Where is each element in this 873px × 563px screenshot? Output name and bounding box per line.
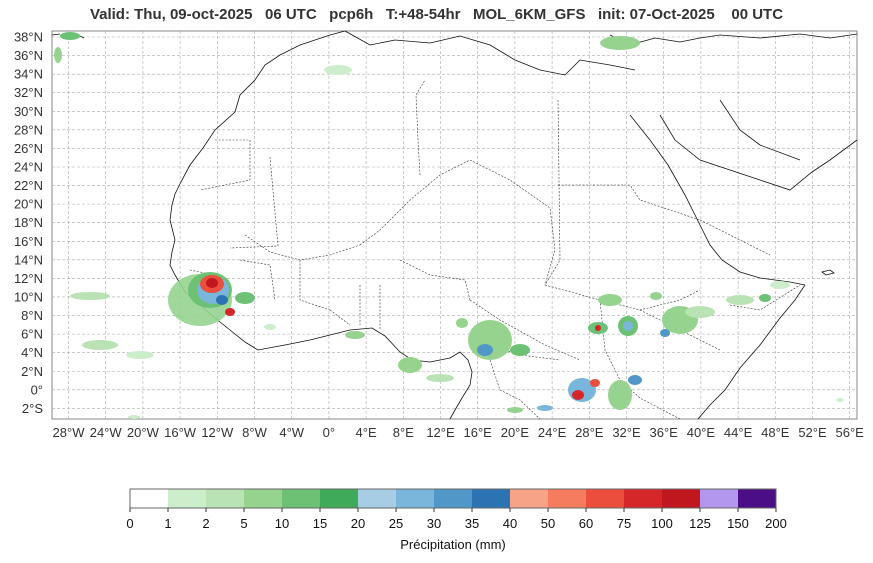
colorbar-swatch	[282, 489, 321, 508]
lon-tick-label: 4°W	[279, 425, 304, 440]
lon-tick-label: 0°	[323, 425, 335, 440]
colorbar-tick-label: 5	[240, 516, 247, 531]
colorbar-swatch	[434, 489, 473, 508]
lon-tick-label: 28°W	[53, 425, 86, 440]
colorbar-tick-label: 2	[202, 516, 209, 531]
colorbar-tick-label: 60	[579, 516, 593, 531]
lon-tick-label: 36°E	[650, 425, 679, 440]
colorbar-tick-label: 30	[427, 516, 441, 531]
lat-tick-label: 30°N	[14, 104, 43, 119]
lat-tick-label: 2°S	[22, 401, 43, 416]
lat-tick-label: 28°N	[14, 122, 43, 137]
lat-tick-label: 24°N	[14, 159, 43, 174]
colorbar-tick-label: 25	[389, 516, 403, 531]
colorbar-tick-label: 75	[617, 516, 631, 531]
lon-tick-label: 28°E	[575, 425, 604, 440]
colorbar-label: Précipitation (mm)	[400, 537, 505, 552]
colorbar-swatch	[586, 489, 625, 508]
colorbar-tick-label: 1	[164, 516, 171, 531]
colorbar-frame	[129, 488, 777, 509]
colorbar-swatch	[130, 489, 169, 508]
lat-tick-label: 38°N	[14, 30, 43, 45]
lat-tick-label: 4°N	[21, 345, 43, 360]
colorbar-swatch	[472, 489, 511, 508]
colorbar-tick-label: 15	[313, 516, 327, 531]
colorbar-tick-label: 20	[351, 516, 365, 531]
lon-tick-label: 8°E	[393, 425, 414, 440]
lat-tick-label: 18°N	[14, 215, 43, 230]
lon-tick-label: 40°E	[687, 425, 716, 440]
lat-tick-label: 14°N	[14, 252, 43, 267]
colorbar: 0 1 2 5 10 15 20 25 30 35 40 50 60 75 100 125 150 200Préc…	[126, 488, 787, 552]
lat-tick-label: 22°N	[14, 178, 43, 193]
colorbar-tick-label: 50	[541, 516, 555, 531]
colorbar-swatch	[244, 489, 283, 508]
colorbar-swatch	[510, 489, 549, 508]
lon-tick-label: 4°E	[356, 425, 377, 440]
colorbar-swatch	[206, 489, 245, 508]
colorbar-tick-label: 10	[275, 516, 289, 531]
lat-tick-label: 6°N	[21, 327, 43, 342]
lat-tick-label: 20°N	[14, 197, 43, 212]
colorbar-tick-label: 150	[727, 516, 749, 531]
colorbar-swatch	[168, 489, 207, 508]
map-panel	[51, 30, 858, 420]
lon-tick-label: 56°E	[836, 425, 865, 440]
colorbar-swatch	[624, 489, 663, 508]
lat-tick-label: 34°N	[14, 67, 43, 82]
precipitation-field	[54, 32, 844, 419]
lat-tick-label: 16°N	[14, 234, 43, 249]
lat-tick-label: 36°N	[14, 48, 43, 63]
colorbar-swatch	[396, 489, 435, 508]
colorbar-swatch	[320, 489, 359, 508]
lon-tick-label: 24°W	[90, 425, 123, 440]
lon-tick-label: 12°W	[201, 425, 234, 440]
colorbar-tick-label: 100	[651, 516, 673, 531]
lon-tick-label: 12°E	[426, 425, 455, 440]
lon-tick-label: 48°E	[761, 425, 790, 440]
lon-tick-label: 20°W	[127, 425, 160, 440]
colorbar-swatch	[548, 489, 587, 508]
lon-tick-label: 16°W	[164, 425, 197, 440]
lon-tick-label: 24°E	[538, 425, 567, 440]
lon-tick-label: 8°W	[242, 425, 267, 440]
lat-tick-label: 12°N	[14, 271, 43, 286]
colorbar-tick-label: 125	[689, 516, 711, 531]
lat-tick-label: 8°N	[21, 308, 43, 323]
colorbar-swatch	[700, 489, 739, 508]
colorbar-tick-label: 0	[126, 516, 133, 531]
coastline	[51, 30, 858, 420]
lon-tick-label: 52°E	[798, 425, 827, 440]
colorbar-tick-label: 35	[465, 516, 479, 531]
lon-tick-label: 20°E	[501, 425, 530, 440]
lon-tick-label: 16°E	[464, 425, 493, 440]
colorbar-tick-label: 200	[765, 516, 787, 531]
lat-tick-label: 2°N	[21, 364, 43, 379]
lat-tick-label: 10°N	[14, 289, 43, 304]
colorbar-swatch	[662, 489, 701, 508]
map-title: Valid: Thu, 09-oct-2025 06 UTC pcp6h T:+…	[89, 6, 784, 23]
latitude-labels: 38°N 36°N 34°N 32°N 30°N 28°N 26°N 24°N 22°N 20°N…	[14, 30, 43, 416]
lon-tick-label: 32°E	[612, 425, 641, 440]
colorbar-tick-label: 40	[503, 516, 517, 531]
lat-tick-label: 26°N	[14, 141, 43, 156]
lat-tick-label: 32°N	[14, 85, 43, 100]
colorbar-swatch	[738, 489, 777, 508]
lon-tick-label: 44°E	[724, 425, 753, 440]
lat-tick-label: 0°	[31, 382, 43, 397]
longitude-labels: 28°W 24°W 20°W 16°W 12°W 8°W 4°W 0° 4°E 8°E 12°E 16…	[53, 425, 865, 440]
colorbar-swatch	[358, 489, 397, 508]
